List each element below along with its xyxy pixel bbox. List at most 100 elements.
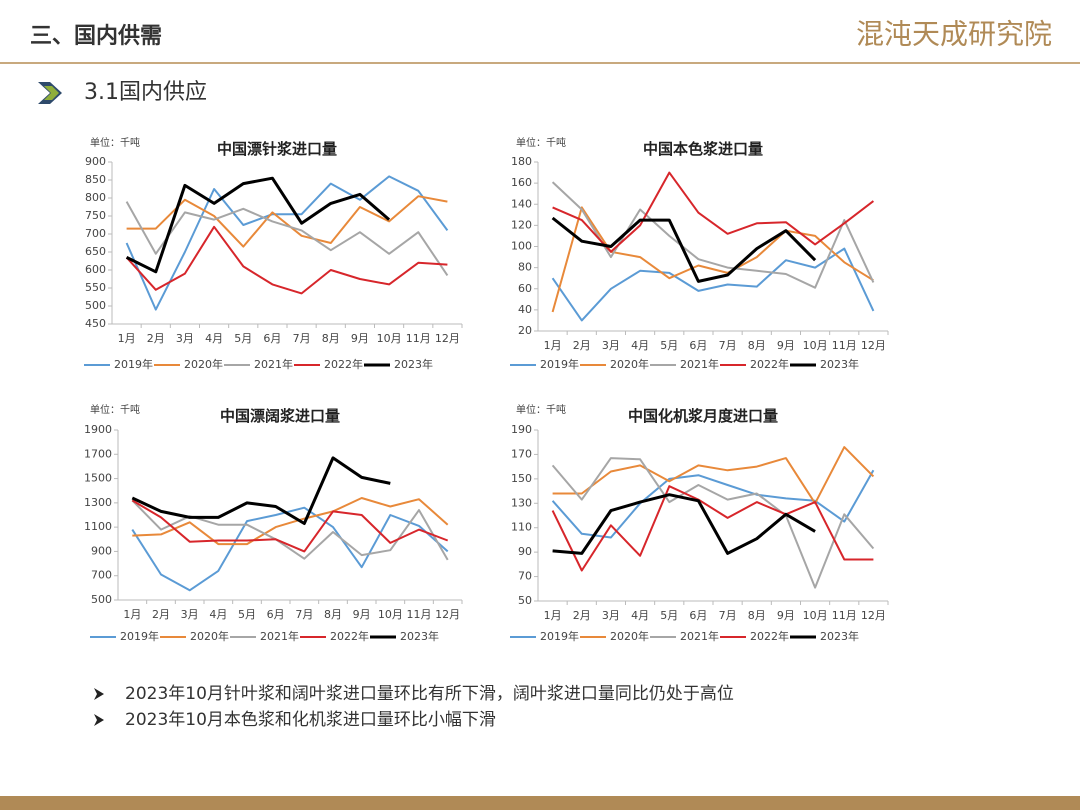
x-tick-label: 6月 <box>263 332 281 345</box>
legend-label: 2020年 <box>610 629 649 643</box>
section-title: 三、国内供需 <box>30 23 162 49</box>
chart-title: 中国漂针浆进口量 <box>217 140 337 158</box>
x-tick-label: 8月 <box>324 608 342 621</box>
x-tick-label: 10月 <box>377 332 402 345</box>
legend-label: 2023年 <box>394 357 433 371</box>
y-tick-label: 500 <box>91 593 112 606</box>
y-tick-label: 450 <box>85 317 106 330</box>
chevron-icon <box>38 82 62 104</box>
x-tick-label: 5月 <box>660 339 678 352</box>
legend-label: 2022年 <box>330 629 369 643</box>
x-tick-label: 12月 <box>861 339 886 352</box>
chart-title: 中国漂阔浆进口量 <box>220 407 340 425</box>
x-tick-label: 12月 <box>861 609 886 622</box>
x-tick-label: 9月 <box>351 332 369 345</box>
y-tick-label: 40 <box>518 303 532 316</box>
x-tick-label: 10月 <box>803 339 828 352</box>
y-tick-label: 100 <box>511 240 532 253</box>
series-line <box>125 201 449 276</box>
x-tick-label: 2月 <box>573 339 591 352</box>
series-line <box>551 216 817 283</box>
x-tick-label: 2月 <box>152 608 170 621</box>
series-line <box>125 225 448 295</box>
x-tick-label: 5月 <box>234 332 252 345</box>
y-tick-label: 170 <box>511 447 532 460</box>
y-tick-label: 140 <box>511 197 532 210</box>
x-tick-label: 11月 <box>406 332 431 345</box>
x-tick-label: 3月 <box>181 608 199 621</box>
y-tick-label: 750 <box>85 209 106 222</box>
series-line <box>126 195 448 248</box>
x-tick-label: 8月 <box>322 332 340 345</box>
chart-title: 中国本色浆进口量 <box>643 140 763 158</box>
series-line <box>132 497 449 546</box>
legend-label: 2022年 <box>324 357 363 371</box>
y-tick-label: 70 <box>518 570 532 583</box>
bullet-marker <box>94 714 104 726</box>
series-line <box>551 457 875 589</box>
legend-label: 2023年 <box>400 629 439 643</box>
y-tick-label: 550 <box>85 281 106 294</box>
x-tick-label: 7月 <box>719 609 737 622</box>
y-tick-label: 60 <box>518 282 532 295</box>
legend-label: 2021年 <box>680 629 719 643</box>
y-tick-label: 160 <box>511 176 532 189</box>
x-tick-label: 7月 <box>719 339 737 352</box>
y-tick-label: 650 <box>85 245 106 258</box>
legend-label: 2021年 <box>260 629 299 643</box>
x-tick-label: 11月 <box>832 609 857 622</box>
x-tick-label: 2月 <box>573 609 591 622</box>
legend-label: 2022年 <box>750 629 789 643</box>
series-line <box>551 469 875 539</box>
bullet: 2023年10月本色浆和化机浆进口量环比小幅下滑 <box>125 710 496 730</box>
y-tick-label: 190 <box>511 423 532 436</box>
x-tick-label: 2月 <box>147 332 165 345</box>
x-tick-label: 5月 <box>238 608 256 621</box>
series-line <box>551 181 875 289</box>
unit-label: 单位：千吨 <box>90 403 140 416</box>
y-tick-label: 130 <box>511 496 532 509</box>
y-tick-label: 80 <box>518 261 532 274</box>
subtitle: 3.1国内供应 <box>84 80 207 105</box>
legend-label: 2020年 <box>184 357 223 371</box>
x-tick-label: 1月 <box>118 332 136 345</box>
legend-label: 2023年 <box>820 629 859 643</box>
legend-label: 2019年 <box>540 629 579 643</box>
y-tick-label: 180 <box>511 155 532 168</box>
series-line <box>131 456 391 525</box>
y-tick-label: 1900 <box>84 423 112 436</box>
y-tick-label: 110 <box>511 521 532 534</box>
x-tick-label: 9月 <box>777 609 795 622</box>
x-tick-label: 7月 <box>295 608 313 621</box>
bullet-marker <box>94 688 104 700</box>
y-tick-label: 1700 <box>84 447 112 460</box>
x-tick-label: 1月 <box>123 608 141 621</box>
series-line <box>552 171 875 253</box>
legend-label: 2020年 <box>190 629 229 643</box>
y-tick-label: 900 <box>85 155 106 168</box>
x-tick-label: 3月 <box>602 339 620 352</box>
legend-label: 2019年 <box>114 357 153 371</box>
series-line <box>125 176 391 274</box>
unit-label: 单位：千吨 <box>90 136 140 149</box>
y-tick-label: 700 <box>91 569 112 582</box>
y-tick-label: 900 <box>91 544 112 557</box>
footer-bar <box>0 796 1080 810</box>
x-tick-label: 8月 <box>748 339 766 352</box>
series-line <box>131 499 449 561</box>
x-tick-label: 12月 <box>435 608 460 621</box>
legend-label: 2023年 <box>820 357 859 371</box>
y-tick-label: 600 <box>85 263 106 276</box>
x-tick-label: 4月 <box>209 608 227 621</box>
x-tick-label: 3月 <box>176 332 194 345</box>
x-tick-label: 10月 <box>378 608 403 621</box>
series-line <box>131 506 449 592</box>
unit-label: 单位：千吨 <box>516 136 566 149</box>
bullet: 2023年10月针叶浆和阔叶浆进口量环比有所下滑，阔叶浆进口量同比仍处于高位 <box>125 684 734 704</box>
legend-label: 2022年 <box>750 357 789 371</box>
x-tick-label: 11月 <box>832 339 857 352</box>
y-tick-label: 1500 <box>84 472 112 485</box>
x-tick-label: 5月 <box>660 609 678 622</box>
x-tick-label: 1月 <box>544 339 562 352</box>
x-tick-label: 1月 <box>544 609 562 622</box>
